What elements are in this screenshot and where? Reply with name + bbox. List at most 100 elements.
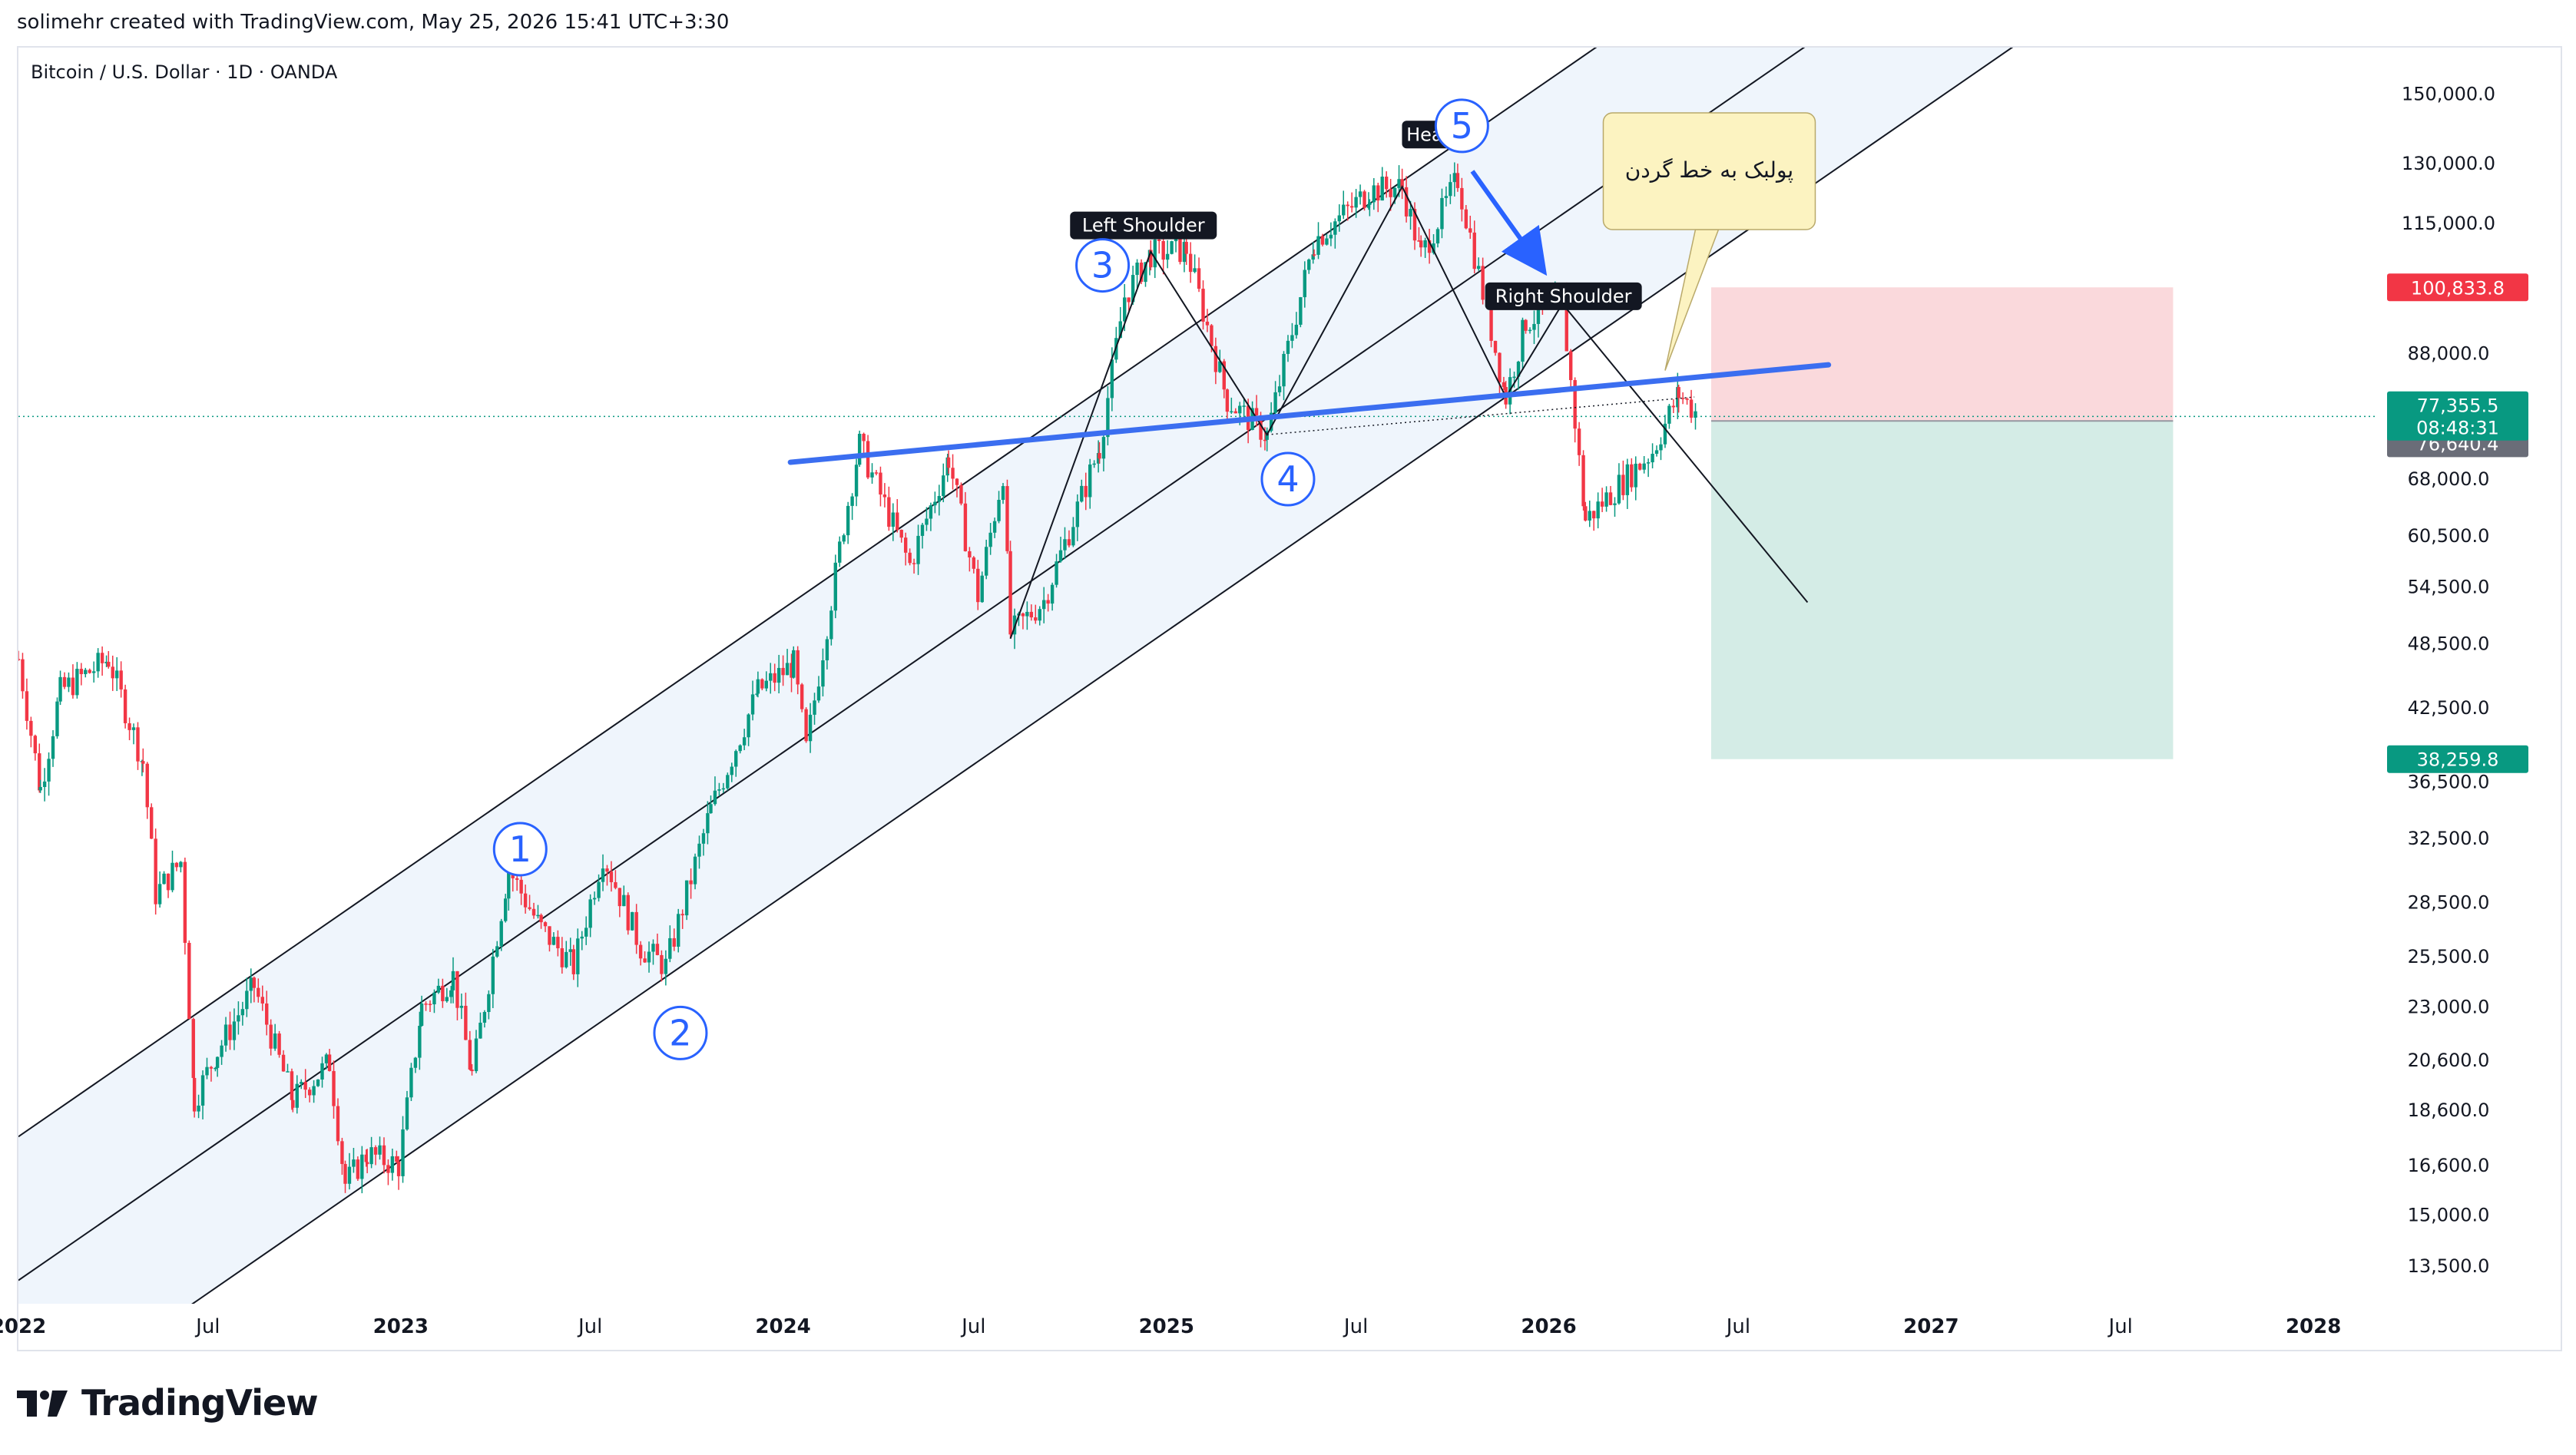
candle-body xyxy=(680,914,684,916)
candle-body xyxy=(1210,325,1214,346)
candle-body xyxy=(88,670,91,673)
candle-body xyxy=(200,1075,205,1106)
candle-body xyxy=(1222,361,1226,390)
tradingview-logo[interactable]: TradingView xyxy=(17,1382,319,1424)
y-tick-15: 18,600.0 xyxy=(2408,1100,2490,1121)
candle-body xyxy=(1320,236,1325,245)
candle-body xyxy=(523,893,528,908)
candle-body xyxy=(154,838,157,904)
candle-body xyxy=(1218,361,1222,372)
y-tick-6: 54,500.0 xyxy=(2408,576,2490,597)
neckline-blue xyxy=(787,362,1832,465)
candle-body xyxy=(401,1129,405,1176)
candle-body xyxy=(1460,187,1464,210)
candle-body xyxy=(933,501,937,506)
candle-body xyxy=(1516,362,1521,377)
x-tick-7: Jul xyxy=(1343,1315,1368,1338)
candle-body xyxy=(1118,321,1122,339)
candle-body xyxy=(1384,177,1389,190)
candle-body xyxy=(470,1069,474,1072)
candle-body xyxy=(548,926,551,945)
candle-body xyxy=(1617,475,1621,504)
candle-body xyxy=(1144,262,1147,283)
candle-body xyxy=(419,1004,424,1027)
candle-body xyxy=(316,1079,320,1086)
candle-body xyxy=(111,666,114,679)
candle-body xyxy=(560,948,565,967)
candle-body xyxy=(1184,242,1188,254)
candle-body xyxy=(1333,221,1337,235)
candle-body xyxy=(1273,392,1277,413)
candle-body xyxy=(668,937,672,959)
candle-body xyxy=(1034,617,1038,621)
candle-body xyxy=(79,669,84,674)
candle-body xyxy=(75,669,79,696)
candle-body xyxy=(531,908,536,916)
candle-body xyxy=(1397,179,1401,188)
candle-body xyxy=(988,532,992,547)
candle-body xyxy=(664,958,668,974)
candle-body xyxy=(1214,346,1218,372)
candle-body xyxy=(340,1141,344,1164)
candle-body xyxy=(300,1082,303,1084)
candle-body xyxy=(396,1161,401,1176)
candle-body xyxy=(1536,301,1541,324)
candle-body xyxy=(1476,266,1481,270)
candle-body xyxy=(312,1086,316,1096)
candle-body xyxy=(576,938,580,974)
candle-body xyxy=(1233,411,1237,414)
candle-body xyxy=(499,921,503,947)
y-tick-2: 115,000.0 xyxy=(2402,213,2495,234)
channel-lower-line xyxy=(191,48,2014,1304)
candle-body xyxy=(1588,511,1591,521)
x-tick-6: 2025 xyxy=(1139,1315,1194,1338)
candle-body xyxy=(1005,486,1009,551)
candle-body xyxy=(265,1003,269,1025)
candle-body xyxy=(220,1045,223,1057)
candle-body xyxy=(1021,613,1025,617)
candle-body xyxy=(487,994,491,1013)
x-tick-4: 2024 xyxy=(755,1315,810,1338)
candle-body xyxy=(634,911,638,945)
candle-body xyxy=(281,1054,286,1072)
symbol-title: Bitcoin / U.S. Dollar · 1D · OANDA xyxy=(31,61,338,83)
candle-body xyxy=(1464,209,1468,229)
candle-body xyxy=(249,977,253,991)
candle-body xyxy=(866,441,870,478)
candle-body xyxy=(205,1066,209,1076)
candle-body xyxy=(1063,539,1067,551)
stop-loss-zone xyxy=(1710,287,2174,422)
candle-body xyxy=(478,1022,482,1039)
candle-body xyxy=(643,958,647,963)
candle-body xyxy=(776,667,781,683)
candle-body xyxy=(260,997,264,1004)
candle-body xyxy=(1689,399,1694,418)
candle-body xyxy=(647,951,651,963)
candle-body xyxy=(1058,550,1063,562)
y-tick-3: 88,000.0 xyxy=(2408,343,2490,365)
candle-body xyxy=(214,1067,217,1070)
candle-body xyxy=(1311,254,1315,260)
candle-body xyxy=(71,677,75,696)
candle-body xyxy=(1131,275,1135,303)
candle-body xyxy=(1316,236,1320,255)
candle-body xyxy=(171,862,174,891)
candle-body xyxy=(1671,405,1676,408)
y-tick-12: 25,500.0 xyxy=(2408,946,2490,967)
candle-body xyxy=(390,1156,395,1173)
candle-body xyxy=(717,789,721,791)
candle-body xyxy=(833,562,837,611)
candle-body xyxy=(829,610,833,640)
candle-body xyxy=(378,1145,382,1155)
candle-body xyxy=(107,661,111,667)
candle-body xyxy=(424,1004,428,1005)
candle-body xyxy=(622,894,626,907)
x-tick-3: Jul xyxy=(577,1315,602,1338)
candle-body xyxy=(1680,398,1685,399)
candle-body xyxy=(286,1071,290,1073)
candle-body xyxy=(592,898,597,900)
wave-2-label: 2 xyxy=(669,1012,691,1053)
candle-body xyxy=(1025,611,1029,617)
candle-body xyxy=(1584,506,1588,521)
